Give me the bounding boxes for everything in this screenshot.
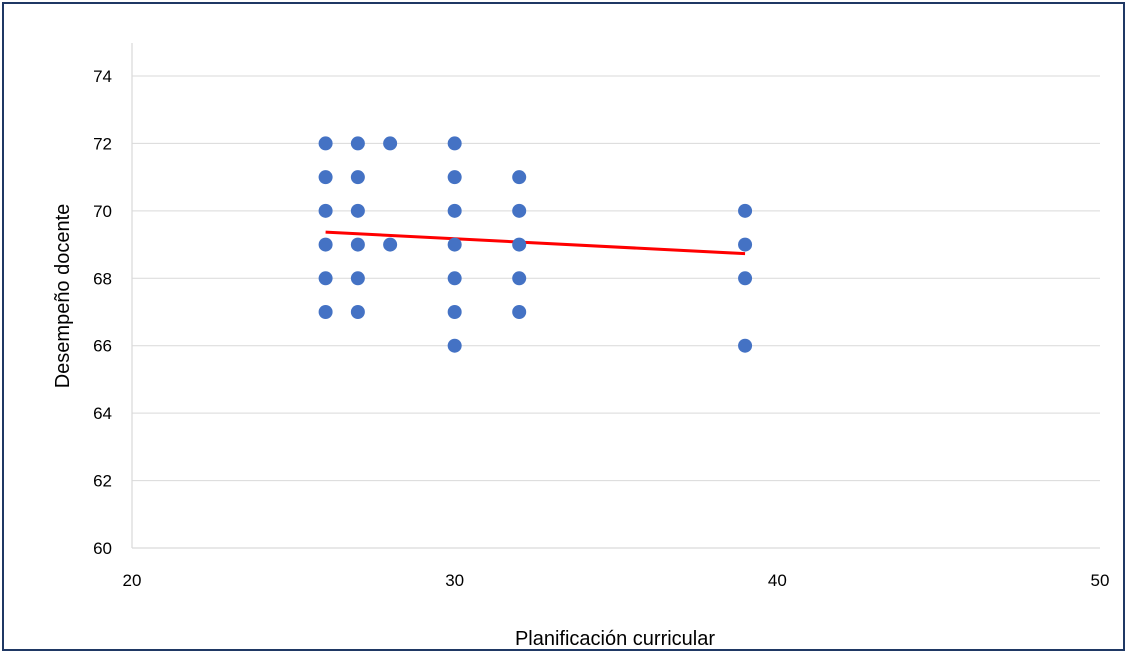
data-point-0-10: [447, 203, 462, 218]
trendline-group: [325, 230, 746, 256]
data-point-0-7: [512, 170, 527, 185]
tick-labels: 60 62 64 66 68 70 72 74 20 30 40 50: [93, 67, 1109, 590]
y-tick-label-74: 74: [93, 67, 112, 86]
data-point-0-19: [318, 271, 333, 286]
trendline: [325, 230, 746, 256]
data-point-0-9: [350, 203, 365, 218]
data-point-0-22: [512, 271, 527, 286]
y-tick-label-62: 62: [93, 472, 112, 491]
axes: [131, 43, 1100, 549]
data-point-0-29: [738, 338, 753, 353]
data-point-0-2: [383, 136, 398, 151]
data-point-0-21: [447, 271, 462, 286]
data-point-0-18: [738, 237, 753, 252]
data-point-0-25: [350, 305, 365, 319]
data-point-0-12: [738, 203, 753, 218]
data-point-0-26: [447, 305, 462, 319]
data-point-0-27: [512, 305, 527, 319]
y-tick-label-66: 66: [93, 337, 112, 356]
data-points: [318, 136, 753, 353]
data-point-0-11: [512, 203, 527, 218]
data-point-0-8: [318, 203, 333, 218]
data-point-0-15: [383, 237, 398, 252]
x-tick-label-20: 20: [123, 571, 142, 590]
x-axis-title: Planificación curricular: [515, 628, 715, 650]
data-point-0-5: [350, 170, 365, 185]
y-tick-label-60: 60: [93, 539, 112, 558]
data-point-0-20: [350, 271, 365, 286]
y-axis-title: Desempeño docente: [52, 204, 74, 389]
data-point-0-23: [738, 271, 753, 286]
y-tick-label-70: 70: [93, 202, 112, 221]
gridlines: [132, 75, 1100, 482]
y-tick-label-72: 72: [93, 134, 112, 153]
x-tick-label-30: 30: [445, 571, 464, 590]
data-point-0-0: [318, 136, 333, 151]
x-tick-label-40: 40: [768, 571, 787, 590]
data-point-0-6: [447, 170, 462, 185]
data-point-0-13: [318, 237, 333, 252]
data-point-0-17: [512, 237, 527, 252]
data-point-0-4: [318, 170, 333, 185]
x-tick-label-50: 50: [1091, 571, 1110, 590]
data-point-0-14: [350, 237, 365, 252]
y-tick-label-68: 68: [93, 269, 112, 288]
data-point-0-24: [318, 305, 333, 319]
y-tick-label-64: 64: [93, 404, 112, 423]
data-point-0-3: [447, 136, 462, 151]
data-point-0-28: [447, 338, 462, 353]
data-point-0-1: [350, 136, 365, 151]
data-point-0-16: [447, 237, 462, 252]
